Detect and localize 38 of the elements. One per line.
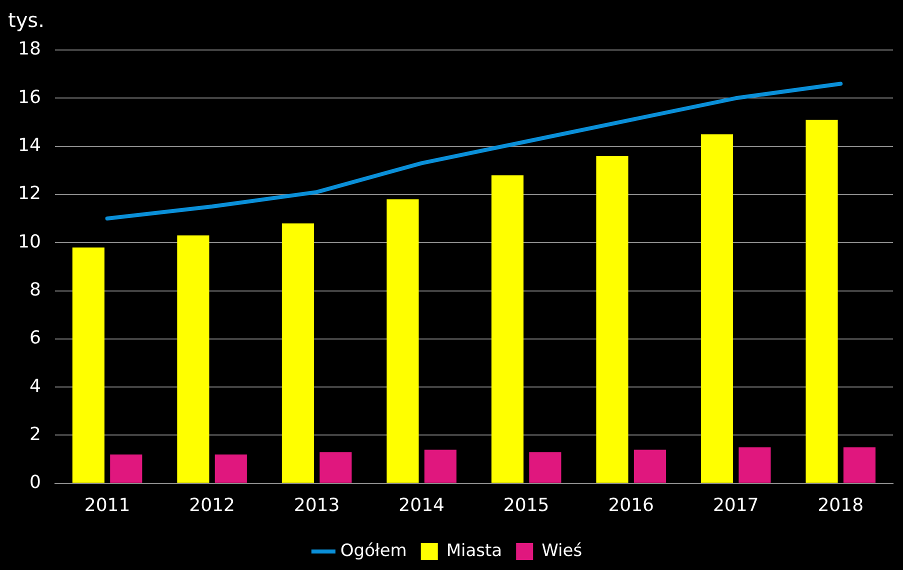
y-tick-label: 18 [18, 38, 41, 60]
x-tick-label: 2011 [84, 494, 130, 516]
y-tick-label: 12 [18, 183, 41, 204]
bar [843, 447, 876, 483]
bar [177, 235, 210, 483]
y-tick-label: 6 [29, 328, 41, 349]
x-tick-label: 2015 [503, 494, 550, 516]
bar [738, 447, 771, 483]
x-tick-label: 2016 [608, 494, 654, 516]
bar [282, 223, 314, 483]
x-tick-label: 2013 [294, 494, 340, 516]
bar [634, 450, 666, 483]
y-tick-label: 0 [29, 472, 41, 494]
bar [491, 175, 524, 483]
y-tick-label: 14 [18, 134, 41, 156]
legend-label: Ogółem [340, 540, 407, 561]
bar [424, 450, 456, 483]
bar [596, 156, 628, 483]
x-tick-label: 2017 [712, 494, 759, 516]
legend-label: Wieś [542, 540, 582, 561]
bar [386, 199, 419, 483]
y-tick-label: 2 [29, 424, 41, 445]
y-axis-title: tys. [8, 8, 44, 32]
bar [72, 247, 104, 483]
x-tick-label: 2018 [818, 494, 864, 516]
y-tick-label: 16 [18, 86, 41, 108]
legend-label: Miasta [446, 540, 502, 561]
bar [806, 120, 838, 483]
bar [529, 452, 562, 483]
bar [214, 454, 247, 483]
y-tick-label: 10 [18, 231, 41, 252]
y-tick-label: 4 [29, 376, 41, 397]
x-tick-label: 2014 [398, 494, 444, 516]
bar [700, 134, 734, 483]
y-tick-label: 8 [29, 279, 41, 300]
bar [320, 452, 352, 483]
bar [110, 454, 142, 483]
x-tick-label: 2012 [189, 494, 235, 516]
